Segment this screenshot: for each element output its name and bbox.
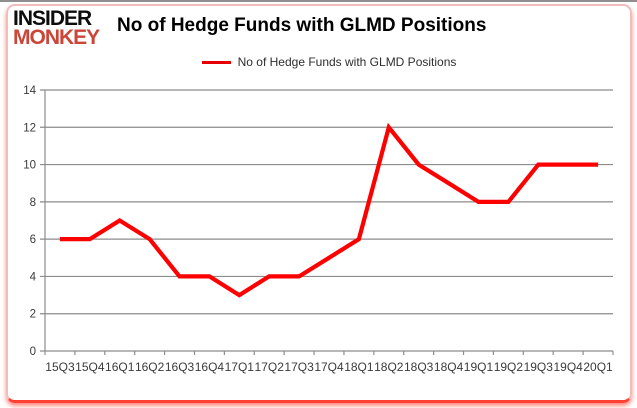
x-tick-label: 17Q4 bbox=[314, 360, 344, 374]
y-tick-label: 12 bbox=[23, 122, 36, 134]
top-divider bbox=[0, 0, 637, 2]
insider-monkey-logo: INSIDER MONKEY bbox=[13, 7, 100, 50]
x-tick-label: 19Q3 bbox=[524, 360, 554, 374]
series-line bbox=[59, 122, 599, 298]
y-tick-label: 0 bbox=[30, 346, 36, 358]
logo-word-monkey: MONKEY bbox=[13, 26, 100, 50]
y-tick-label: 4 bbox=[30, 271, 37, 283]
x-tick-label: 18Q3 bbox=[404, 360, 434, 374]
x-tick-label: 19Q2 bbox=[494, 360, 524, 374]
legend-line-marker bbox=[201, 60, 231, 64]
x-tick-label: 19Q4 bbox=[553, 360, 583, 374]
x-tick-label: 15Q3 bbox=[45, 360, 75, 374]
y-tick-label: 2 bbox=[30, 309, 36, 321]
y-tick-label: 8 bbox=[30, 197, 36, 209]
x-tick-label: 18Q2 bbox=[374, 360, 404, 374]
x-tick-label: 16Q3 bbox=[165, 360, 195, 374]
x-tick-label: 17Q2 bbox=[255, 360, 285, 374]
x-tick-label: 15Q4 bbox=[75, 360, 105, 374]
y-tick-label: 10 bbox=[23, 160, 36, 172]
legend: No of Hedge Funds with GLMD Positions bbox=[45, 55, 613, 69]
x-tick-label: 18Q1 bbox=[344, 360, 374, 374]
x-tick-label: 17Q3 bbox=[284, 360, 314, 374]
x-tick-label: 16Q4 bbox=[195, 360, 225, 374]
legend-label: No of Hedge Funds with GLMD Positions bbox=[237, 55, 457, 69]
x-tick-label: 20Q1 bbox=[583, 360, 613, 374]
x-tick-label: 16Q1 bbox=[105, 360, 135, 374]
y-tick-label: 6 bbox=[30, 234, 36, 246]
x-tick-label: 17Q1 bbox=[225, 360, 255, 374]
chart-title: No of Hedge Funds with GLMD Positions bbox=[117, 15, 487, 36]
logo-word-insider: INSIDER bbox=[13, 7, 92, 30]
x-tick-label: 16Q2 bbox=[135, 360, 165, 374]
x-tick-label: 19Q1 bbox=[464, 360, 494, 374]
y-tick-label: 14 bbox=[23, 85, 36, 97]
x-tick-label: 18Q4 bbox=[434, 360, 464, 374]
